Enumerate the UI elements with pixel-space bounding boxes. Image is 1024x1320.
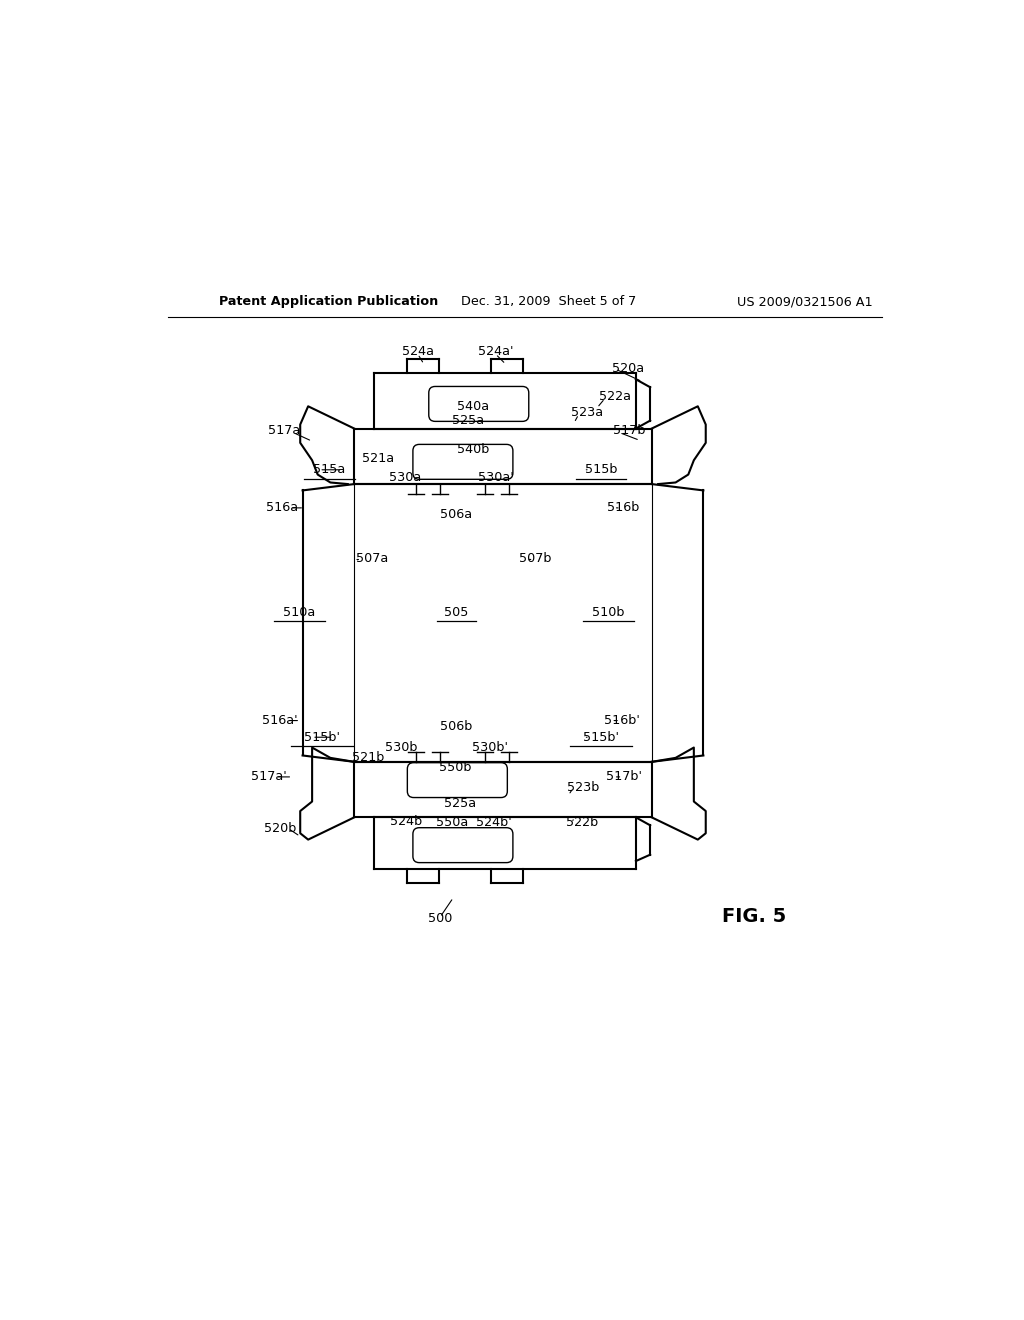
Text: 516b: 516b — [607, 502, 639, 515]
Text: 515a: 515a — [313, 463, 346, 477]
Text: 517a': 517a' — [251, 771, 287, 783]
Text: 517b': 517b' — [606, 771, 642, 783]
Text: 550b: 550b — [438, 760, 471, 774]
Text: 523a: 523a — [570, 407, 603, 420]
Text: FIG. 5: FIG. 5 — [722, 907, 785, 927]
Text: 510a: 510a — [284, 606, 315, 619]
Text: 530a': 530a' — [477, 471, 513, 484]
Text: 515b: 515b — [585, 463, 617, 477]
Text: 517b: 517b — [613, 425, 646, 437]
Text: 525a: 525a — [452, 414, 483, 428]
Text: 517a: 517a — [268, 425, 300, 437]
Text: 507b: 507b — [519, 552, 551, 565]
Text: 506a: 506a — [439, 508, 472, 520]
Text: 550a: 550a — [436, 816, 469, 829]
Text: 522a: 522a — [599, 391, 631, 404]
Text: 505: 505 — [444, 606, 469, 619]
Text: 524b: 524b — [390, 814, 422, 828]
Text: 540b: 540b — [457, 444, 489, 457]
Text: 506b: 506b — [439, 721, 472, 734]
Text: 521a: 521a — [361, 453, 394, 465]
Text: Dec. 31, 2009  Sheet 5 of 7: Dec. 31, 2009 Sheet 5 of 7 — [461, 296, 637, 308]
Text: US 2009/0321506 A1: US 2009/0321506 A1 — [737, 296, 873, 308]
Text: 515b': 515b' — [304, 731, 340, 743]
Text: 522b: 522b — [566, 816, 598, 829]
Text: 520b: 520b — [264, 822, 297, 836]
Text: 520a: 520a — [612, 362, 644, 375]
Text: 516a': 516a' — [262, 714, 297, 727]
Text: 530b: 530b — [385, 741, 417, 754]
Text: 516b': 516b' — [604, 714, 640, 727]
Text: 515b': 515b' — [583, 731, 618, 743]
Text: 523b: 523b — [567, 780, 600, 793]
Text: 525a: 525a — [443, 797, 476, 810]
Text: 500: 500 — [428, 912, 452, 925]
Text: 540a: 540a — [457, 400, 489, 413]
Text: 521b: 521b — [352, 751, 385, 764]
Text: 510b: 510b — [592, 606, 625, 619]
Text: 516a: 516a — [266, 502, 298, 515]
Text: Patent Application Publication: Patent Application Publication — [219, 296, 438, 308]
Text: 524b': 524b' — [476, 816, 512, 829]
Text: 507a: 507a — [355, 552, 388, 565]
Text: 524a': 524a' — [477, 345, 513, 358]
Text: 524a: 524a — [401, 345, 434, 358]
Text: 530b': 530b' — [472, 741, 508, 754]
Text: 530a: 530a — [389, 471, 421, 484]
